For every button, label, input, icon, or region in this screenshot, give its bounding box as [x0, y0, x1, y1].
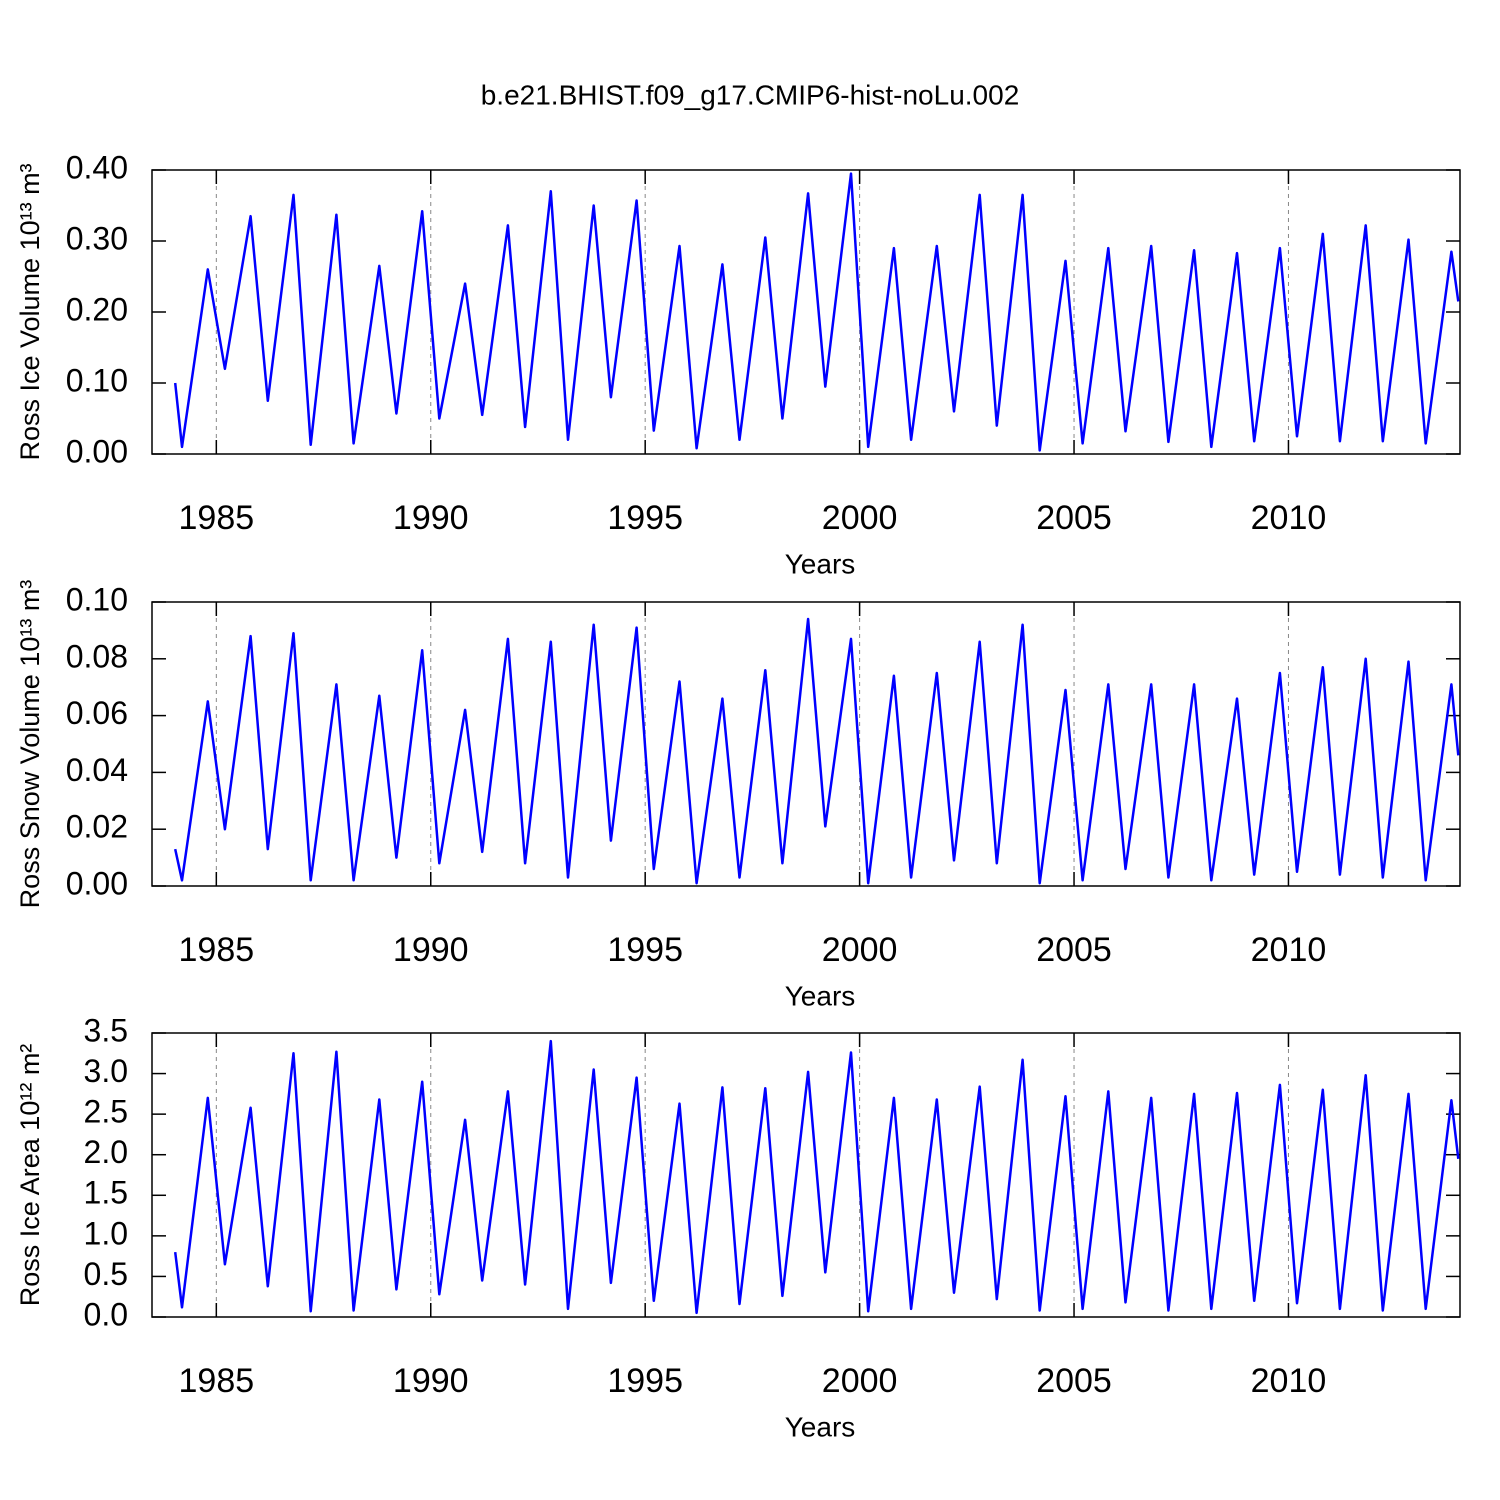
plot-frame [151, 601, 1461, 887]
x-tick-label: 1990 [393, 499, 469, 537]
x-tick-label: 2010 [1251, 931, 1327, 969]
x-tick-label: 2005 [1036, 931, 1112, 969]
x-axis-label: Years [785, 980, 856, 1011]
x-tick-label: 2010 [1251, 1362, 1327, 1400]
y-tick-label: 0.02 [66, 809, 128, 845]
y-axis-label: Ross Snow Volume 10¹³ m³ [15, 580, 45, 909]
y-axis-label: Ross Ice Area 10¹² m² [15, 1044, 45, 1307]
y-tick-label: 3.5 [84, 1012, 128, 1048]
plot-frame [151, 169, 1461, 455]
y-tick-label: 1.0 [84, 1215, 128, 1251]
x-tick-label: 2000 [822, 499, 898, 537]
x-tick-label: 2010 [1251, 499, 1327, 537]
y-tick-label: 0.04 [66, 752, 128, 788]
x-tick-label: 1995 [607, 931, 683, 969]
y-tick-label: 1.5 [84, 1175, 128, 1211]
x-tick-label: 1990 [393, 1362, 469, 1400]
y-axis-label: Ross Ice Volume 10¹³ m³ [15, 163, 45, 460]
y-tick-label: 2.5 [84, 1094, 128, 1130]
data-line [173, 1039, 1460, 1315]
x-tick-label: 2000 [822, 1362, 898, 1400]
x-tick-label: 1985 [179, 1362, 255, 1400]
x-tick-label: 1990 [393, 931, 469, 969]
x-axis-label: Years [785, 1411, 856, 1442]
y-tick-label: 0.5 [84, 1256, 128, 1292]
x-tick-label: 1985 [179, 931, 255, 969]
y-tick-label: 0.10 [66, 362, 128, 398]
figure-title: b.e21.BHIST.f09_g17.CMIP6-hist-noLu.002 [481, 79, 1020, 110]
x-tick-label: 2000 [822, 931, 898, 969]
data-line [173, 617, 1460, 885]
x-tick-label: 2005 [1036, 499, 1112, 537]
y-tick-label: 0.00 [66, 433, 128, 469]
y-tick-label: 0.08 [66, 638, 128, 674]
x-tick-label: 1985 [179, 499, 255, 537]
x-tick-label: 2005 [1036, 1362, 1112, 1400]
y-tick-label: 0.10 [66, 581, 128, 617]
x-axis-label: Years [785, 548, 856, 579]
y-tick-label: 0.20 [66, 291, 128, 327]
y-tick-label: 0.40 [66, 149, 128, 185]
y-tick-label: 0.00 [66, 865, 128, 901]
y-tick-label: 2.0 [84, 1134, 128, 1170]
y-tick-label: 0.30 [66, 220, 128, 256]
x-tick-label: 1995 [607, 499, 683, 537]
y-tick-label: 0.06 [66, 695, 128, 731]
y-tick-label: 3.0 [84, 1053, 128, 1089]
data-line [173, 172, 1460, 452]
y-tick-label: 0.0 [84, 1296, 128, 1332]
x-tick-label: 1995 [607, 1362, 683, 1400]
plot-frame [151, 1032, 1461, 1318]
